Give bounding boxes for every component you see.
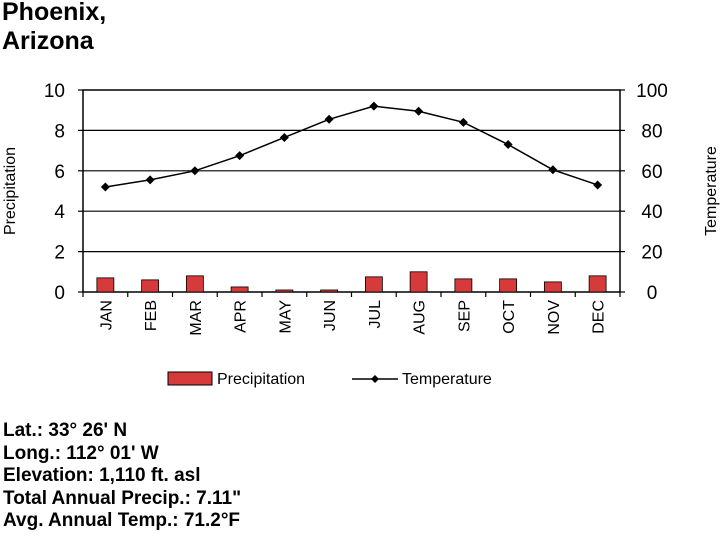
x-axis-labels: JAN FEB MAR APR MAY JUN JUL AUG SEP OCT NOV DEC <box>98 300 607 336</box>
station-info: Lat.: 33° 26' N Long.: 112° 01' W Elevat… <box>3 420 241 533</box>
temp-point-nov <box>548 165 558 175</box>
left-tick-label: 0 <box>54 283 65 304</box>
temp-point-jul <box>369 101 379 111</box>
temp-point-sep <box>458 117 468 127</box>
precip-bar-may <box>275 289 294 293</box>
x-label-jan: JAN <box>98 300 115 330</box>
plot-area <box>82 89 621 293</box>
x-label-mar: MAR <box>188 300 205 336</box>
temp-point-jun <box>324 114 334 124</box>
precip-bar-nov <box>543 281 562 293</box>
x-label-dec: DEC <box>591 300 608 334</box>
precip-bar-jun <box>320 289 339 293</box>
x-label-aug: AUG <box>412 300 429 335</box>
temp-point-feb <box>145 175 155 185</box>
temp-point-mar <box>190 166 200 176</box>
x-label-jul: JUL <box>367 300 384 329</box>
temperature-polyline <box>105 105 598 188</box>
x-label-sep: SEP <box>456 300 473 332</box>
right-tick-label: 40 <box>641 202 662 223</box>
chart-title: Phoenix, Arizona <box>2 0 106 56</box>
right-tick-label: 80 <box>641 121 662 142</box>
temperature-line <box>100 101 603 192</box>
x-label-may: MAY <box>277 300 294 334</box>
temp-point-oct <box>503 140 513 150</box>
left-tick-label: 6 <box>54 162 65 183</box>
right-tick-label: 20 <box>641 243 662 264</box>
precip-bar-oct <box>499 278 518 293</box>
left-tick-label: 2 <box>54 243 65 264</box>
left-tick-label: 8 <box>54 121 65 142</box>
temp-point-jan <box>100 182 110 192</box>
title-state: Arizona <box>2 27 94 55</box>
elevation: Elevation: 1,110 ft. asl <box>3 465 201 486</box>
latitude: Lat.: 33° 26' N <box>3 420 128 441</box>
longitude: Long.: 112° 01' W <box>3 442 159 464</box>
temp-point-may <box>279 132 289 142</box>
legend: Precipitation Temperature <box>167 371 492 388</box>
left-axis-ticks: 0 2 4 6 8 10 <box>44 81 83 304</box>
x-label-apr: APR <box>233 300 250 333</box>
legend-precip-swatch <box>167 371 213 386</box>
precip-bar-jul <box>364 276 383 293</box>
precip-bar-mar <box>185 275 204 293</box>
left-axis-label: Precipitation <box>2 147 19 235</box>
right-tick-label: 0 <box>647 283 658 304</box>
precip-bar-apr <box>230 286 249 293</box>
legend-temp-marker <box>371 375 379 383</box>
temp-point-dec <box>593 180 603 190</box>
left-tick-label: 10 <box>44 81 65 102</box>
right-axis-ticks: 0 20 40 60 80 100 <box>620 81 668 304</box>
x-label-jun: JUN <box>322 300 339 331</box>
gridlines <box>82 129 621 297</box>
left-tick-label: 4 <box>54 202 65 223</box>
right-tick-label: 60 <box>641 162 662 183</box>
title-city: Phoenix, <box>2 0 107 26</box>
x-label-oct: OCT <box>501 300 518 334</box>
precip-bar-jan <box>96 277 115 293</box>
x-label-feb: FEB <box>143 300 160 331</box>
annual-precipitation: Total Annual Precip.: 7.11" <box>3 487 242 509</box>
precip-bar-aug <box>409 271 428 293</box>
right-axis-label: Temperature <box>703 146 720 236</box>
legend-temp-label: Temperature <box>402 371 492 388</box>
precipitation-bars <box>96 271 607 293</box>
precip-bar-feb <box>141 279 160 293</box>
legend-precip-label: Precipitation <box>217 371 305 388</box>
right-tick-label: 100 <box>636 81 668 102</box>
temp-point-apr <box>235 151 245 161</box>
annual-temperature: Avg. Annual Temp.: 71.2°F <box>3 510 241 531</box>
precip-bar-sep <box>454 278 473 293</box>
precip-bar-dec <box>588 275 607 293</box>
x-label-nov: NOV <box>546 300 563 335</box>
temp-point-aug <box>414 106 424 116</box>
